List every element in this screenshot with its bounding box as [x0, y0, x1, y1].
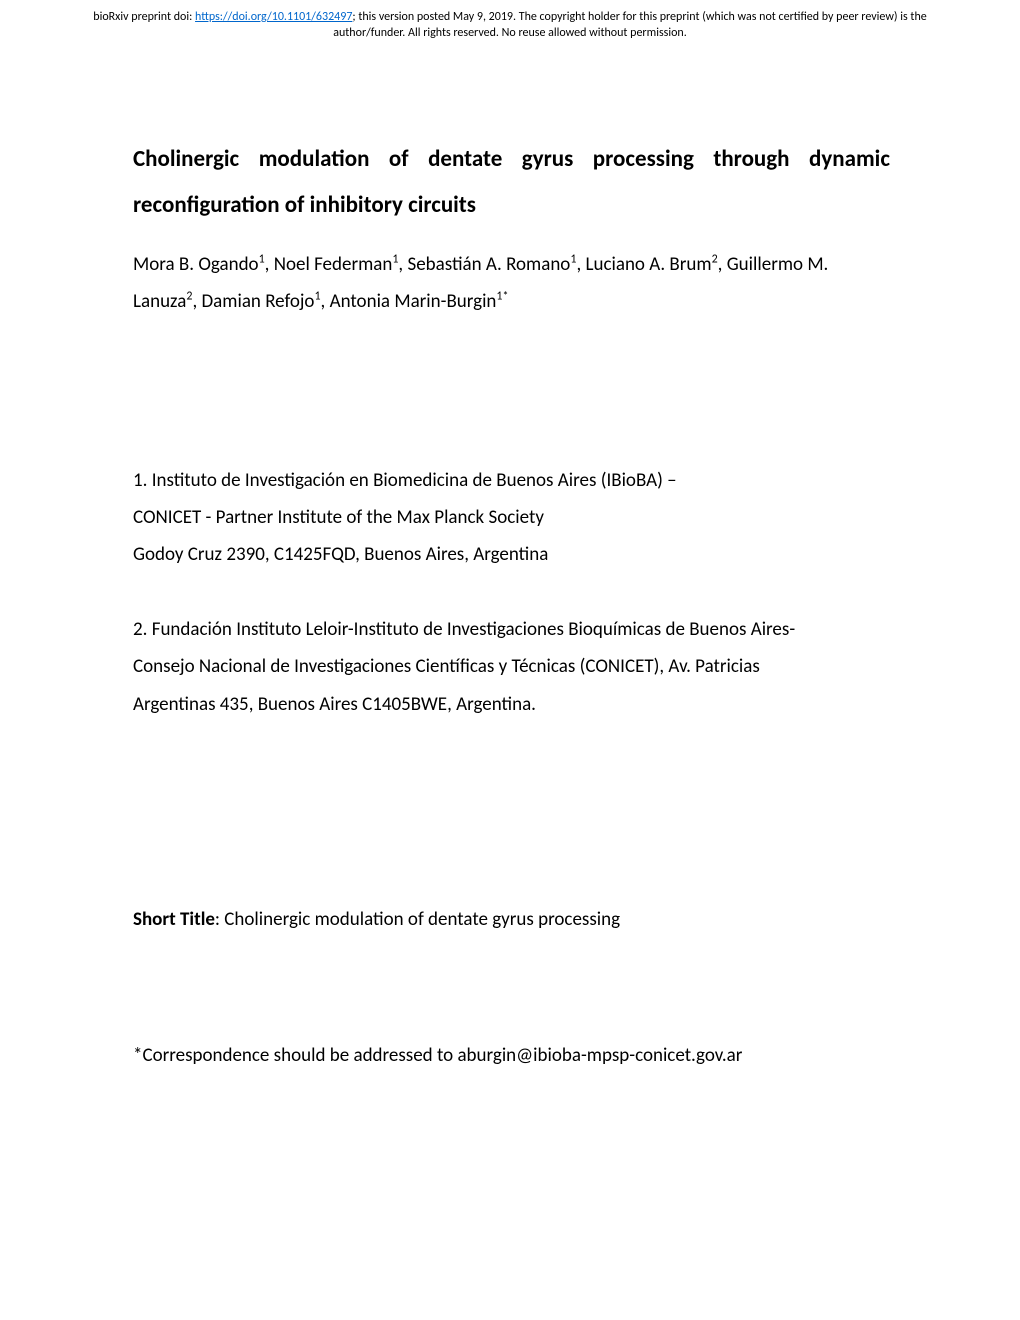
affiliation-2: 2. Fundación Instituto Leloir-Instituto … [133, 611, 890, 722]
title-word: dynamic [809, 136, 890, 182]
affiliation-1: 1. Instituto de Investigación en Biomedi… [133, 462, 890, 573]
aff2-line1: 2. Fundación Instituto Leloir-Instituto … [133, 611, 890, 648]
title-word: processing [593, 136, 694, 182]
correspondence: *Correspondence should be addressed to a… [133, 1044, 890, 1067]
title-line-1: Cholinergic modulation of dentate gyrus … [133, 136, 890, 182]
short-title: Short Title: Cholinergic modulation of d… [133, 908, 890, 931]
authors-list: Mora B. Ogando1, Noel Federman1, Sebasti… [133, 246, 890, 320]
page-content: Cholinergic modulation of dentate gyrus … [0, 41, 1020, 1066]
title-word: Cholinergic [133, 136, 239, 182]
title-word: gyrus [522, 136, 574, 182]
doi-link[interactable]: https://doi.org/10.1101/632497 [195, 10, 352, 24]
title-word: of [389, 136, 409, 182]
title-line-2: reconfiguration of inhibitory circuits [133, 182, 890, 228]
aff1-line1: 1. Instituto de Investigación en Biomedi… [133, 462, 890, 499]
paper-title: Cholinergic modulation of dentate gyrus … [133, 136, 890, 228]
header-prefix: bioRxiv preprint doi: [93, 10, 195, 24]
aff1-line2: CONICET - Partner Institute of the Max P… [133, 499, 890, 536]
aff2-line2: Consejo Nacional de Investigaciones Cien… [133, 648, 890, 685]
preprint-header: bioRxiv preprint doi: https://doi.org/10… [0, 0, 1020, 41]
affiliations: 1. Instituto de Investigación en Biomedi… [133, 462, 890, 722]
short-title-label: Short Title [133, 908, 215, 931]
aff2-line3: Argentinas 435, Buenos Aires C1405BWE, A… [133, 686, 890, 723]
header-suffix: ; this version posted May 9, 2019. The c… [333, 10, 926, 40]
title-word: dentate [428, 136, 502, 182]
title-word: modulation [259, 136, 370, 182]
title-word: through [713, 136, 789, 182]
short-title-value: : Cholinergic modulation of dentate gyru… [215, 908, 620, 931]
aff1-line3: Godoy Cruz 2390, C1425FQD, Buenos Aires,… [133, 536, 890, 573]
